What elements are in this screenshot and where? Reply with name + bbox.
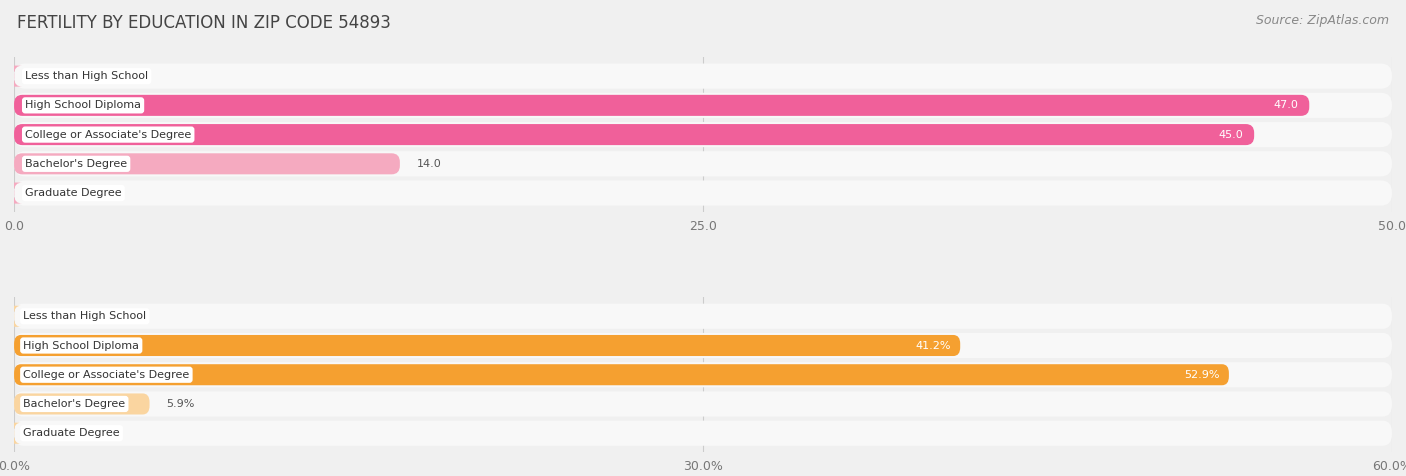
FancyBboxPatch shape [14,180,1392,206]
Text: Less than High School: Less than High School [25,71,148,81]
FancyBboxPatch shape [14,335,960,356]
Text: Graduate Degree: Graduate Degree [25,188,122,198]
Text: 14.0: 14.0 [416,159,441,169]
Text: 5.9%: 5.9% [166,399,194,409]
Text: Bachelor's Degree: Bachelor's Degree [24,399,125,409]
Text: 41.2%: 41.2% [915,340,950,350]
FancyBboxPatch shape [14,95,1309,116]
FancyBboxPatch shape [14,391,1392,416]
Text: 52.9%: 52.9% [1184,370,1220,380]
FancyBboxPatch shape [14,421,1392,446]
FancyBboxPatch shape [14,122,1392,147]
Text: Graduate Degree: Graduate Degree [24,428,120,438]
FancyBboxPatch shape [7,306,21,327]
Text: High School Diploma: High School Diploma [24,340,139,350]
FancyBboxPatch shape [14,362,1392,387]
FancyBboxPatch shape [14,304,1392,329]
FancyBboxPatch shape [14,64,1392,89]
FancyBboxPatch shape [14,364,1229,385]
Text: 0.0%: 0.0% [31,428,59,438]
FancyBboxPatch shape [7,423,21,444]
Text: College or Associate's Degree: College or Associate's Degree [24,370,190,380]
Text: FERTILITY BY EDUCATION IN ZIP CODE 54893: FERTILITY BY EDUCATION IN ZIP CODE 54893 [17,14,391,32]
Text: 0.0%: 0.0% [31,311,59,321]
Text: 47.0: 47.0 [1274,100,1298,110]
Text: Source: ZipAtlas.com: Source: ZipAtlas.com [1256,14,1389,27]
FancyBboxPatch shape [14,394,149,415]
Text: 0.0: 0.0 [31,71,48,81]
Text: High School Diploma: High School Diploma [25,100,141,110]
Text: 45.0: 45.0 [1219,129,1243,139]
Text: College or Associate's Degree: College or Associate's Degree [25,129,191,139]
Text: 0.0: 0.0 [31,188,48,198]
Text: Less than High School: Less than High School [24,311,146,321]
FancyBboxPatch shape [14,151,1392,177]
FancyBboxPatch shape [6,182,22,204]
FancyBboxPatch shape [6,66,22,87]
FancyBboxPatch shape [14,153,399,174]
FancyBboxPatch shape [14,93,1392,118]
FancyBboxPatch shape [14,124,1254,145]
Text: Bachelor's Degree: Bachelor's Degree [25,159,127,169]
FancyBboxPatch shape [14,333,1392,358]
